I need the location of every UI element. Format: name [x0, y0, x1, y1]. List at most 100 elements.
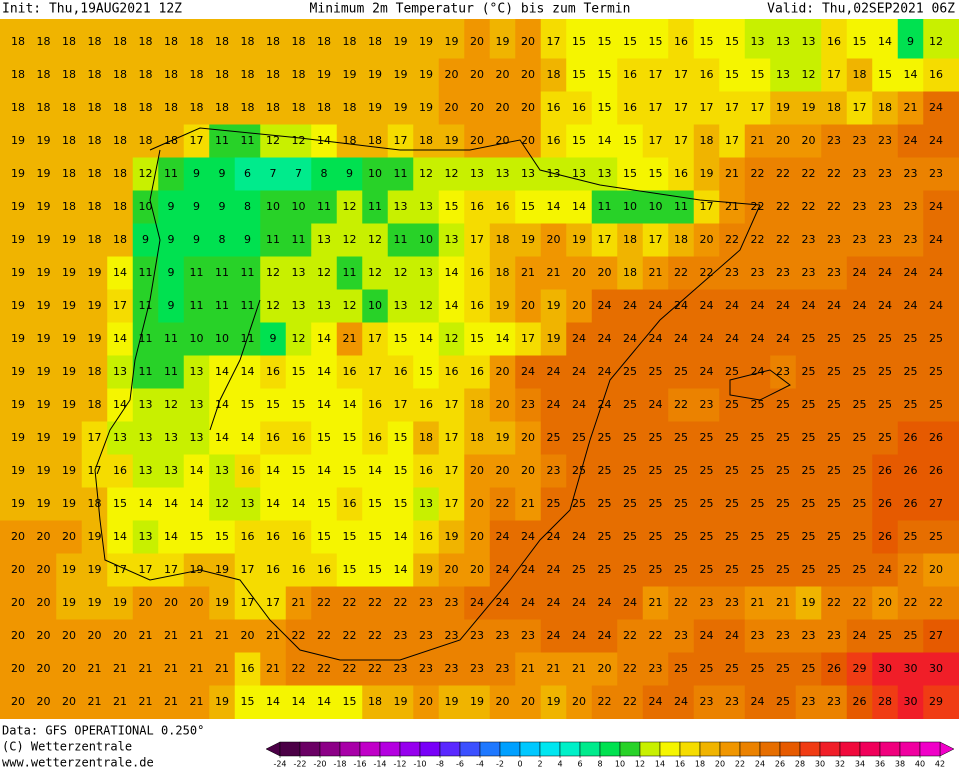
field-cell — [234, 586, 261, 620]
temperature-value: 26 — [878, 464, 892, 477]
temperature-value: 25 — [904, 530, 918, 543]
field-cell — [285, 652, 312, 686]
temperature-value: 19 — [11, 200, 25, 213]
temperature-value: 24 — [751, 332, 765, 345]
temperature-value: 21 — [266, 629, 280, 642]
field-cell — [846, 421, 873, 455]
field-cell — [438, 388, 465, 422]
temperature-value: 19 — [394, 68, 408, 81]
temperature-value: 23 — [496, 629, 510, 642]
field-cell — [107, 124, 134, 158]
field-cell — [311, 289, 338, 323]
legend-tick-label: 26 — [775, 760, 785, 769]
temperature-value: 16 — [241, 662, 255, 675]
temperature-value: 22 — [496, 497, 510, 510]
field-cell — [668, 586, 695, 620]
field-cell — [923, 289, 959, 323]
temperature-value: 18 — [343, 35, 357, 48]
field-cell — [387, 58, 414, 92]
field-cell — [336, 157, 363, 191]
field-cell — [56, 322, 83, 356]
temperature-value: 20 — [598, 266, 612, 279]
field-cell — [413, 124, 440, 158]
field-cell — [30, 586, 57, 620]
temperature-value: 9 — [270, 332, 277, 345]
temperature-value: 19 — [62, 398, 76, 411]
field-cell — [770, 652, 797, 686]
temperature-value: 24 — [572, 332, 586, 345]
field-cell — [668, 157, 695, 191]
temperature-value: 24 — [776, 299, 790, 312]
temperature-value: 23 — [700, 398, 714, 411]
temperature-value: 21 — [649, 596, 663, 609]
temperature-value: 9 — [168, 200, 175, 213]
temperature-value: 14 — [241, 365, 255, 378]
temperature-value: 13 — [215, 464, 229, 477]
temperature-value: 18 — [674, 233, 688, 246]
temperature-value: 25 — [725, 530, 739, 543]
temperature-value: 24 — [547, 596, 561, 609]
legend-swatch — [379, 741, 401, 757]
field-cell — [413, 454, 440, 488]
field-cell — [336, 18, 363, 59]
temperature-value: 15 — [598, 68, 612, 81]
temperature-value: 11 — [598, 200, 612, 213]
temperature-value: 19 — [547, 332, 561, 345]
temperature-value: 18 — [623, 233, 637, 246]
temperature-value: 12 — [139, 167, 153, 180]
legend-tick-label: -16 — [353, 760, 366, 769]
temperature-value: 20 — [496, 68, 510, 81]
temperature-value: 23 — [649, 662, 663, 675]
field-cell — [464, 685, 491, 719]
field-cell — [260, 520, 287, 554]
field-cell — [413, 18, 440, 59]
field-cell — [0, 619, 32, 653]
field-cell — [234, 454, 261, 488]
temperature-value: 13 — [190, 365, 204, 378]
temperature-value: 19 — [11, 167, 25, 180]
legend-tick-label: 0 — [517, 760, 522, 769]
temperature-value: 16 — [419, 464, 433, 477]
field-cell — [30, 18, 57, 59]
field-cell — [336, 91, 363, 125]
field-cell — [923, 124, 959, 158]
temperature-value: 20 — [139, 596, 153, 609]
field-cell — [234, 322, 261, 356]
temperature-value: 25 — [751, 398, 765, 411]
field-cell — [107, 256, 134, 290]
field-cell — [234, 223, 261, 257]
field-cell — [56, 223, 83, 257]
field-cell — [0, 190, 32, 224]
field-cell — [872, 520, 899, 554]
temperature-value: 14 — [292, 695, 306, 708]
temperature-value: 19 — [88, 563, 102, 576]
header-band — [0, 0, 959, 19]
temperature-value: 17 — [700, 101, 714, 114]
temperature-value: 21 — [139, 695, 153, 708]
temperature-value: 26 — [929, 464, 943, 477]
legend-swatch — [459, 741, 481, 757]
temperature-value: 12 — [343, 299, 357, 312]
temperature-value: 18 — [266, 35, 280, 48]
field-cell — [489, 256, 516, 290]
field-cell — [362, 553, 389, 587]
field-cell — [311, 355, 338, 389]
field-cell — [56, 586, 83, 620]
field-cell — [566, 190, 593, 224]
temperature-value: 10 — [368, 299, 382, 312]
legend-swatch — [899, 741, 921, 757]
field-cell — [132, 58, 159, 92]
temperature-value: 12 — [292, 332, 306, 345]
temperature-value: 20 — [496, 695, 510, 708]
temperature-value: 13 — [113, 431, 127, 444]
field-cell — [438, 487, 465, 521]
temperature-value: 18 — [113, 134, 127, 147]
temperature-value: 23 — [394, 629, 408, 642]
field-cell — [0, 223, 32, 257]
temperature-value: 23 — [776, 629, 790, 642]
temperature-value: 22 — [343, 662, 357, 675]
field-cell — [744, 388, 771, 422]
temperature-value: 25 — [623, 398, 637, 411]
field-cell — [285, 619, 312, 653]
temperature-value: 10 — [368, 167, 382, 180]
